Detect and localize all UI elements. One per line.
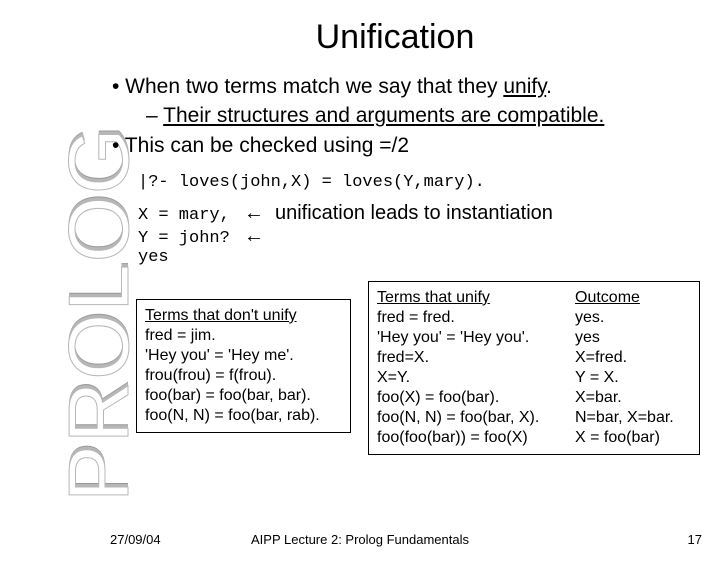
unify-term: 'Hey you' = 'Hey you'. xyxy=(377,328,575,348)
unify-term: foo(X) = foo(bar). xyxy=(377,388,575,408)
inst-r1-arrow: ← unification leads to instantiation xyxy=(244,202,553,225)
instantiation-row-1: X = mary, ← unification leads to instant… xyxy=(138,202,682,225)
inst-r2-mono: Y = john? xyxy=(138,229,230,248)
query-line: |?- loves(john,X) = loves(Y,mary). xyxy=(138,173,682,192)
unify-out: Y = X. xyxy=(575,368,691,388)
unify-out: X = foo(bar) xyxy=(575,428,691,448)
box-not-unify: Terms that don't unify fred = jim. 'Hey … xyxy=(136,299,351,433)
bullet-1: • When two terms match we say that they … xyxy=(108,73,682,100)
inst-r2-arrow: ← xyxy=(244,225,264,248)
box-left-row: foo(N, N) = foo(bar, rab). xyxy=(145,406,342,426)
inst-r1-mono: X = mary, xyxy=(138,206,230,225)
box-unify: Terms that unify Outcome fred = fred.yes… xyxy=(368,281,700,455)
bullet-1-sub: – Their structures and arguments are com… xyxy=(108,102,682,129)
unify-out: yes xyxy=(575,328,691,348)
bullet-1-sub-underline: Their structures and arguments are compa… xyxy=(163,104,604,127)
unify-term: foo(N, N) = foo(bar, X). xyxy=(377,408,575,428)
slide: Unification • When two terms match we sa… xyxy=(100,0,690,540)
box-left-row: frou(frou) = f(frou). xyxy=(145,366,342,386)
bullet-2: • This can be checked using =/2 xyxy=(108,132,682,159)
slide-title: Unification xyxy=(108,18,682,57)
unify-out: X=bar. xyxy=(575,388,691,408)
instantiation-row-3: yes xyxy=(138,248,682,267)
box-right-header-out: Outcome xyxy=(575,288,691,308)
box-left-row: 'Hey you' = 'Hey me'. xyxy=(145,346,342,366)
bullet-1-sub-prefix: – xyxy=(146,104,163,127)
unify-out: X=fred. xyxy=(575,348,691,368)
bullet-1-prefix: • When two terms match we say that they xyxy=(112,75,503,98)
bullet-1-underline: unify xyxy=(503,75,546,98)
unify-term: X=Y. xyxy=(377,368,575,388)
box-left-row: fred = jim. xyxy=(145,326,342,346)
unify-out: N=bar, X=bar. xyxy=(575,408,691,428)
box-left-header: Terms that don't unify xyxy=(145,306,342,326)
unify-term: foo(foo(bar)) = foo(X) xyxy=(377,428,575,448)
bullet-1-suffix: . xyxy=(546,75,552,98)
box-right-header-term: Terms that unify xyxy=(377,288,575,308)
boxes-row: Terms that don't unify fred = jim. 'Hey … xyxy=(108,269,682,454)
inst-r3-mono: yes xyxy=(138,248,169,267)
unify-term: fred=X. xyxy=(377,348,575,368)
instantiation-row-2: Y = john? ← xyxy=(138,225,682,248)
unify-out: yes. xyxy=(575,308,691,328)
unify-term: fred = fred. xyxy=(377,308,575,328)
box-left-row: foo(bar) = foo(bar, bar). xyxy=(145,386,342,406)
bullets: • When two terms match we say that they … xyxy=(108,73,682,159)
